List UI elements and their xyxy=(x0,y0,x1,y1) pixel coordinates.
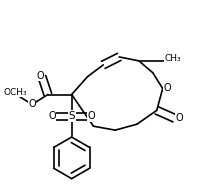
Text: O: O xyxy=(48,111,56,121)
Text: O: O xyxy=(88,111,95,121)
Text: S: S xyxy=(68,111,75,121)
Text: CH₃: CH₃ xyxy=(164,54,181,63)
Text: O: O xyxy=(28,99,36,109)
Text: O: O xyxy=(36,71,44,81)
Text: O: O xyxy=(164,83,172,93)
Text: O: O xyxy=(176,113,183,123)
Text: OCH₃: OCH₃ xyxy=(3,88,27,97)
